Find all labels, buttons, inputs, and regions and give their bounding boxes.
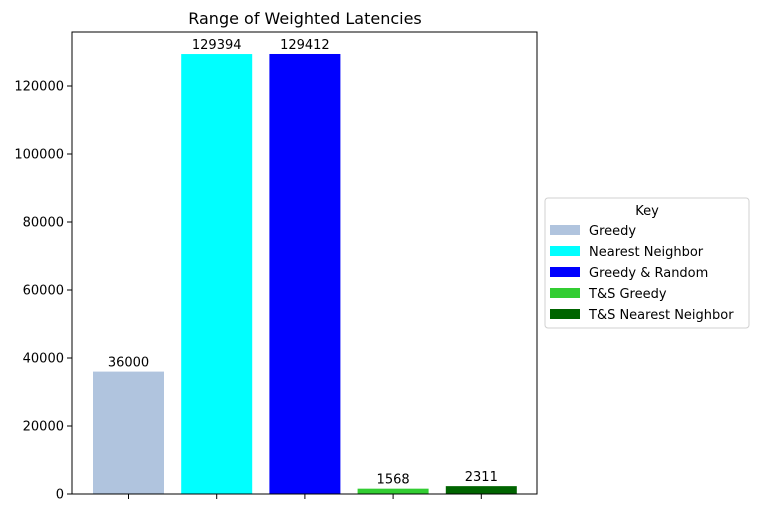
data-label-0: 36000 [108,356,149,371]
y-tick-label-2: 40000 [23,352,64,367]
legend-label-0: Greedy [589,224,636,239]
data-label-2: 129412 [280,38,330,53]
y-tick-label-5: 100000 [14,147,64,162]
legend-swatch-4 [550,309,580,319]
y-tick-label-0: 0 [56,488,64,503]
data-label-4: 2311 [465,470,498,485]
legend-swatch-3 [550,288,580,298]
legend-label-3: T&S Greedy [588,287,667,302]
legend-swatch-0 [550,225,580,235]
legend-title: Key [635,204,659,219]
plot-frame [71,31,538,495]
bar-1 [181,54,253,495]
data-label-3: 1568 [377,473,410,488]
y-tick-label-4: 80000 [23,216,64,231]
bar-0 [93,371,164,494]
y-tick-label-3: 60000 [23,284,64,299]
legend-swatch-1 [550,246,580,256]
legend-box [544,197,750,329]
data-label-1: 129394 [192,38,242,53]
legend-label-4: T&S Nearest Neighbor [588,308,734,323]
bar-2 [269,53,341,495]
y-tick-label-6: 120000 [14,79,64,94]
plot-area: 36000 129394 129412 1568 2311 0 20000 40000 6000… [14,31,538,503]
legend: Key Greedy Nearest Neighbor Greedy & Random… [544,197,750,329]
bar-4 [445,486,517,494]
legend-swatch-2 [550,267,580,277]
bar-3 [357,488,429,494]
legend-label-2: Greedy & Random [589,266,708,281]
chart-title: Range of Weighted Latencies [188,9,422,28]
legend-label-1: Nearest Neighbor [589,245,704,260]
y-tick-label-1: 20000 [23,420,64,435]
